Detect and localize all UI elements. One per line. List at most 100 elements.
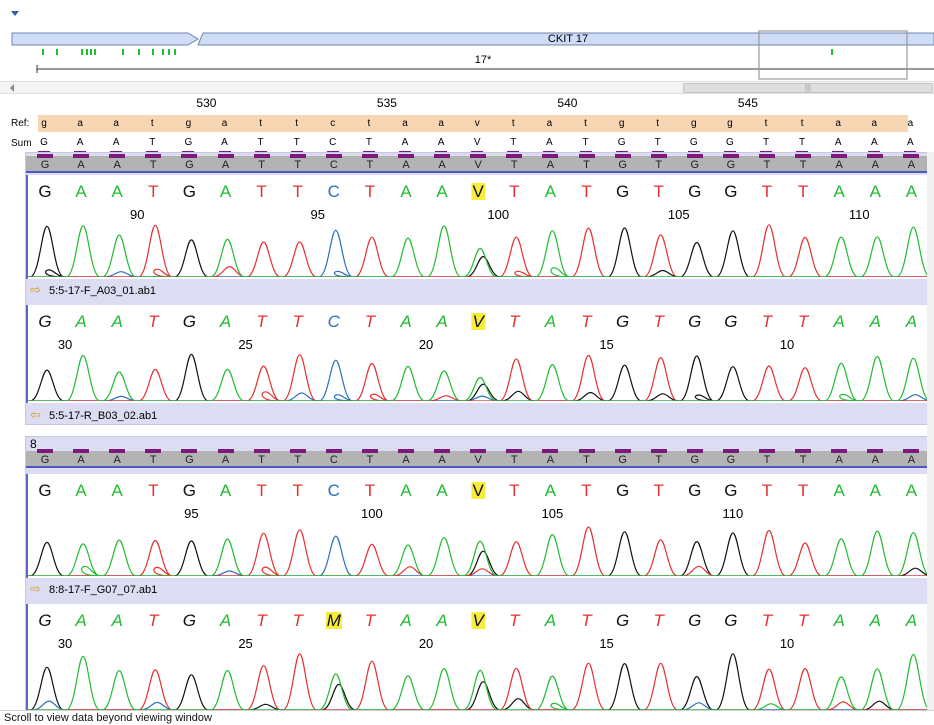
forward-read-trace[interactable]: G A A T G A T T C T A A V T A T G T G G T T A A A 95 100 105 110 <box>26 474 933 578</box>
read-base-call: G <box>724 611 738 630</box>
read-base-call: V <box>471 481 485 500</box>
reference-base: g <box>41 118 47 129</box>
overview-graphic <box>11 30 934 80</box>
read-base-call: A <box>400 312 412 331</box>
read-base-call: G <box>182 182 197 201</box>
chromatogram-trace-t <box>28 224 933 277</box>
viewport-indicator[interactable] <box>758 30 908 80</box>
sum-base: A <box>870 137 878 148</box>
reverse-read-trace[interactable]: G A A T G A T T C T A A V T A T G T G G T T A A A 30 25 20 15 10 <box>26 305 933 403</box>
sum-base: T <box>582 137 589 148</box>
reference-base: t <box>259 118 262 129</box>
read-file-row[interactable]: ⇨ 5:5-17-F_A03_01.ab1 <box>26 281 933 301</box>
chromatogram-trace-g <box>28 353 933 401</box>
scroll-left-arrow-icon[interactable] <box>10 84 14 92</box>
consensus-base: A <box>402 454 410 466</box>
consensus-mark <box>73 449 90 453</box>
consensus-mark <box>109 449 126 453</box>
read-base-call: T <box>148 481 159 500</box>
read-base-call: A <box>111 611 123 630</box>
read-base-call: A <box>219 611 232 630</box>
consensus-mark <box>650 154 667 158</box>
read-base-call: T <box>256 481 267 500</box>
position-ruler: 530 535 540 545 <box>0 94 934 114</box>
read-base-call: A <box>869 611 881 630</box>
consensus-mark <box>470 449 487 453</box>
read-base-call: A <box>75 481 87 500</box>
forward-read-trace[interactable]: G A A T G A T T C T A A V T A T G T G G T T A A A 90 95 100 105 110 <box>26 175 933 279</box>
horizontal-scrollbar[interactable]: ||| <box>0 81 934 94</box>
read-file-row[interactable]: ⇦ 5:5-17-R_B03_02.ab1 <box>26 406 933 426</box>
consensus-mark <box>578 154 595 158</box>
consensus-mark <box>759 154 775 158</box>
read-base-call: T <box>761 611 773 630</box>
feature-arrow-left <box>11 32 199 46</box>
feature-bar-ckit17[interactable] <box>197 32 934 46</box>
read-base-call: T <box>292 611 303 630</box>
consensus-mark <box>217 154 234 158</box>
reference-base: t <box>150 118 154 129</box>
read-base-call: V <box>471 611 485 630</box>
reference-base: a <box>871 118 878 129</box>
read-position: 10 <box>779 337 795 352</box>
consensus-base: T <box>583 159 590 171</box>
chromatogram-trace-a <box>28 354 933 401</box>
consensus-mark <box>903 154 920 158</box>
ruler-position: 535 <box>376 96 397 110</box>
read-base-call: A <box>400 481 412 500</box>
consensus-base: A <box>546 454 555 466</box>
consensus-mark <box>361 449 378 453</box>
sum-base: T <box>293 137 300 148</box>
sum-base: A <box>76 137 84 148</box>
consensus-base: V <box>474 159 482 171</box>
read-file-name: 5:5-17-F_A03_01.ab1 <box>49 285 157 297</box>
read-base-call: G <box>724 182 738 201</box>
sum-base: G <box>726 137 734 148</box>
sum-row: Sum G A A T G A T T C T A A V T A T G T G G T T A A A <box>0 134 934 153</box>
sum-base: A <box>112 137 120 148</box>
read-base-call: G <box>38 312 52 331</box>
consensus-mark <box>181 449 198 453</box>
consensus-mark <box>398 449 414 453</box>
consensus-base: C <box>329 454 338 466</box>
read-base-call: T <box>653 312 664 331</box>
consensus-base: T <box>763 454 771 466</box>
chromatogram-trace-c <box>28 700 933 710</box>
reference-base: a <box>113 118 119 129</box>
read-file-row[interactable]: ⇨ 8:8-17-F_G07_07.ab1 <box>26 580 933 600</box>
contig-label: 17* <box>474 54 492 66</box>
scroll-thumb[interactable]: ||| <box>683 83 933 93</box>
arrow-right-icon: ⇨ <box>30 581 41 596</box>
read-position: 20 <box>418 636 434 651</box>
sum-label: Sum <box>11 138 32 149</box>
consensus-base: T <box>258 159 265 171</box>
status-text: Scroll to view data beyond viewing windo… <box>4 712 212 724</box>
consensus-mark <box>867 154 884 158</box>
read-base-call: A <box>544 481 557 500</box>
read-base-call: C <box>327 481 340 500</box>
consensus-mark <box>795 449 812 453</box>
read-base-call: A <box>400 182 412 201</box>
vertical-scrollbar[interactable] <box>927 152 934 711</box>
read-base-call: A <box>833 481 845 500</box>
read-base-call: T <box>761 312 773 331</box>
consensus-base: A <box>907 454 916 466</box>
read-base-call: T <box>509 611 520 630</box>
read-base-call: G <box>182 481 197 500</box>
sum-base: C <box>329 137 337 148</box>
read-position: 15 <box>599 636 614 651</box>
sum-base: G <box>689 137 698 148</box>
reference-label: Ref: <box>11 118 30 129</box>
sum-base: T <box>762 137 770 148</box>
read-base-call: G <box>688 481 702 500</box>
chromatogram <box>28 653 933 710</box>
consensus-mark <box>145 449 162 453</box>
reference-base: t <box>511 118 515 129</box>
consensus-base: G <box>618 454 627 466</box>
reverse-read-trace[interactable]: G A A T G A T T M T A A V T A T G T G G T T A A A 30 25 20 15 10 <box>26 604 933 712</box>
read-base-call: G <box>38 182 52 201</box>
read-base-call: T <box>581 611 592 630</box>
read-position: 110 <box>848 207 870 222</box>
chevron-down-icon[interactable] <box>11 11 19 16</box>
